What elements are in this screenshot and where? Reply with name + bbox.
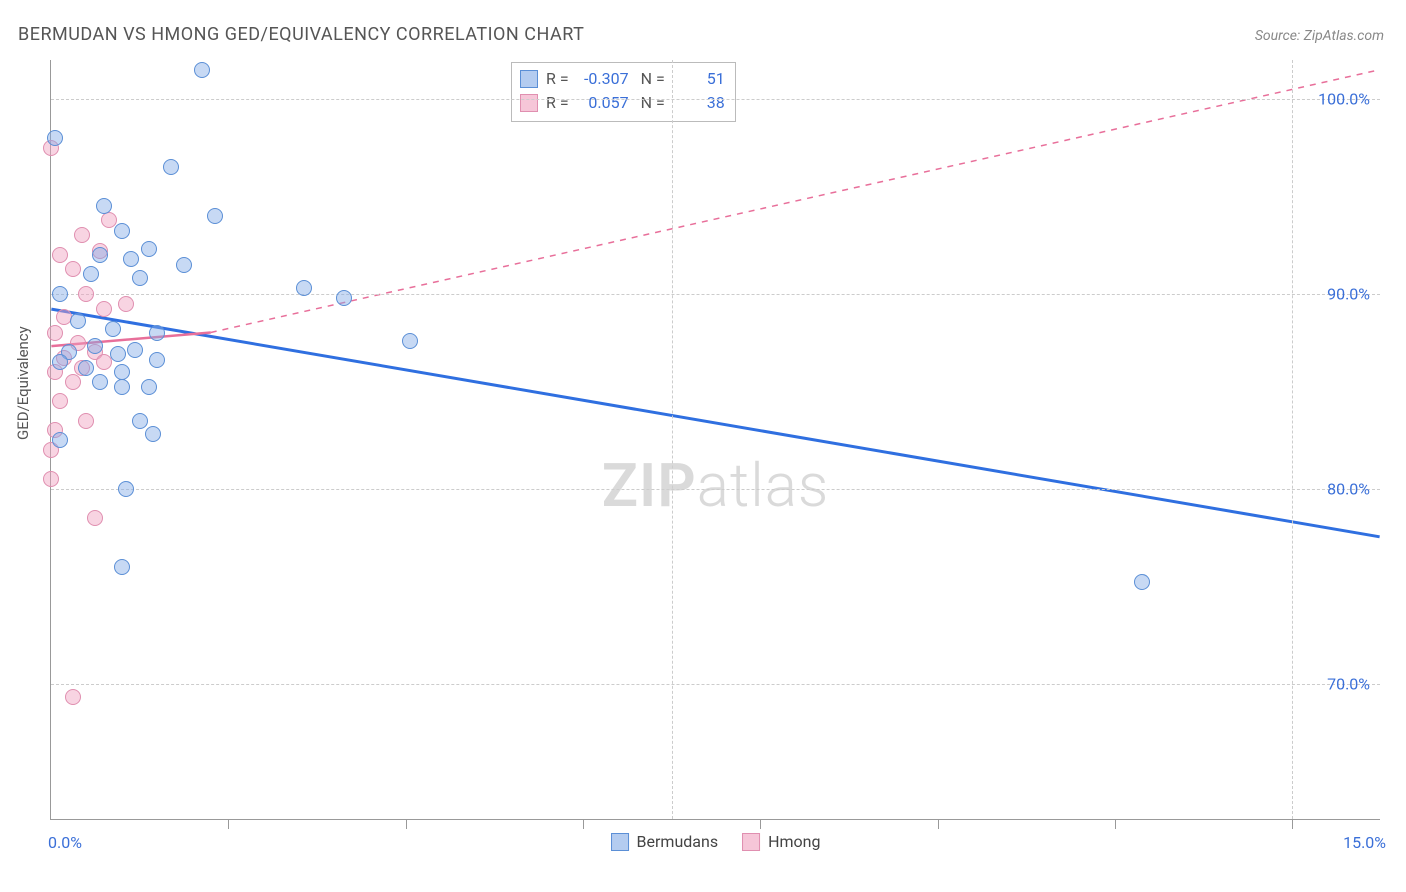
data-point-bermudans — [114, 223, 130, 239]
data-point-bermudans — [114, 364, 130, 380]
data-point-bermudans — [336, 290, 352, 306]
data-point-bermudans — [47, 130, 63, 146]
data-point-bermudans — [123, 251, 139, 267]
gridline-v — [672, 60, 673, 819]
data-point-bermudans — [132, 413, 148, 429]
data-point-bermudans — [176, 257, 192, 273]
data-point-hmong — [52, 247, 68, 263]
data-point-bermudans — [96, 198, 112, 214]
data-point-bermudans — [52, 432, 68, 448]
plot-area: ZIPatlas R = -0.307 N = 51 R = 0.057 N =… — [50, 60, 1380, 820]
data-point-bermudans — [207, 208, 223, 224]
stats-r-value-p: 0.057 — [577, 91, 629, 115]
data-point-bermudans — [145, 426, 161, 442]
data-point-bermudans — [114, 379, 130, 395]
watermark-atlas: atlas — [697, 450, 830, 521]
data-point-bermudans — [52, 354, 68, 370]
data-point-bermudans — [78, 360, 94, 376]
x-tick — [228, 819, 229, 829]
bottom-legend: Bermudans Hmong — [611, 832, 821, 851]
data-point-bermudans — [402, 333, 418, 349]
data-point-bermudans — [118, 481, 134, 497]
x-tick — [1115, 819, 1116, 829]
legend-item-bermudans: Bermudans — [611, 832, 719, 851]
gridline-h — [51, 294, 1380, 295]
trend-lines — [51, 60, 1380, 819]
data-point-hmong — [43, 471, 59, 487]
data-point-hmong — [78, 413, 94, 429]
data-point-bermudans — [52, 286, 68, 302]
data-point-hmong — [65, 261, 81, 277]
data-point-bermudans — [1134, 574, 1150, 590]
data-point-bermudans — [149, 325, 165, 341]
stats-row-bermudans: R = -0.307 N = 51 — [520, 67, 725, 91]
data-point-hmong — [96, 301, 112, 317]
data-point-bermudans — [149, 352, 165, 368]
data-point-bermudans — [110, 346, 126, 362]
gridline-h — [51, 684, 1380, 685]
data-point-bermudans — [194, 62, 210, 78]
x-axis-max-label: 15.0% — [1343, 833, 1386, 852]
x-tick — [938, 819, 939, 829]
y-axis-label: GED/Equivalency — [14, 326, 32, 440]
stats-n-label: N = — [637, 67, 665, 91]
data-point-bermudans — [163, 159, 179, 175]
data-point-hmong — [65, 689, 81, 705]
chart-container: BERMUDAN VS HMONG GED/EQUIVALENCY CORREL… — [0, 0, 1406, 892]
data-point-bermudans — [70, 313, 86, 329]
stats-n-label: N = — [637, 91, 665, 115]
x-tick — [1292, 819, 1293, 829]
data-point-bermudans — [141, 241, 157, 257]
stats-legend: R = -0.307 N = 51 R = 0.057 N = 38 — [511, 62, 736, 122]
data-point-hmong — [87, 510, 103, 526]
x-tick — [583, 819, 584, 829]
swatch-bermudans-icon — [611, 833, 629, 851]
x-tick — [760, 819, 761, 829]
legend-item-hmong: Hmong — [742, 832, 820, 851]
data-point-bermudans — [92, 247, 108, 263]
data-point-hmong — [47, 325, 63, 341]
y-tick-label: 80.0% — [1327, 479, 1370, 498]
stats-n-value-p: 38 — [673, 91, 725, 115]
stats-r-label: R = — [546, 91, 569, 115]
watermark-zip: ZIP — [602, 450, 697, 521]
stats-row-hmong: R = 0.057 N = 38 — [520, 91, 725, 115]
stats-r-value-b: -0.307 — [577, 67, 629, 91]
swatch-hmong-icon — [520, 94, 538, 112]
y-tick-label: 100.0% — [1318, 89, 1370, 108]
stats-n-value-b: 51 — [673, 67, 725, 91]
y-tick-label: 90.0% — [1327, 284, 1370, 303]
swatch-bermudans-icon — [520, 70, 538, 88]
x-axis-min-label: 0.0% — [48, 833, 82, 852]
legend-label-bermudans: Bermudans — [637, 832, 719, 851]
x-tick — [406, 819, 407, 829]
swatch-hmong-icon — [742, 833, 760, 851]
data-point-bermudans — [132, 270, 148, 286]
data-point-hmong — [65, 374, 81, 390]
data-point-bermudans — [141, 379, 157, 395]
gridline-h — [51, 99, 1380, 100]
data-point-bermudans — [127, 342, 143, 358]
stats-r-label: R = — [546, 67, 569, 91]
source-attribution: Source: ZipAtlas.com — [1255, 28, 1384, 44]
gridline-h — [51, 489, 1380, 490]
data-point-bermudans — [92, 374, 108, 390]
data-point-hmong — [52, 393, 68, 409]
data-point-bermudans — [87, 338, 103, 354]
data-point-hmong — [74, 227, 90, 243]
data-point-hmong — [118, 296, 134, 312]
data-point-bermudans — [296, 280, 312, 296]
data-point-bermudans — [83, 266, 99, 282]
data-point-hmong — [78, 286, 94, 302]
chart-title: BERMUDAN VS HMONG GED/EQUIVALENCY CORREL… — [18, 24, 584, 45]
data-point-hmong — [101, 212, 117, 228]
y-tick-label: 70.0% — [1327, 674, 1370, 693]
legend-label-hmong: Hmong — [768, 832, 820, 851]
watermark: ZIPatlas — [602, 450, 830, 521]
data-point-bermudans — [105, 321, 121, 337]
gridline-v — [1292, 60, 1293, 819]
data-point-bermudans — [114, 559, 130, 575]
